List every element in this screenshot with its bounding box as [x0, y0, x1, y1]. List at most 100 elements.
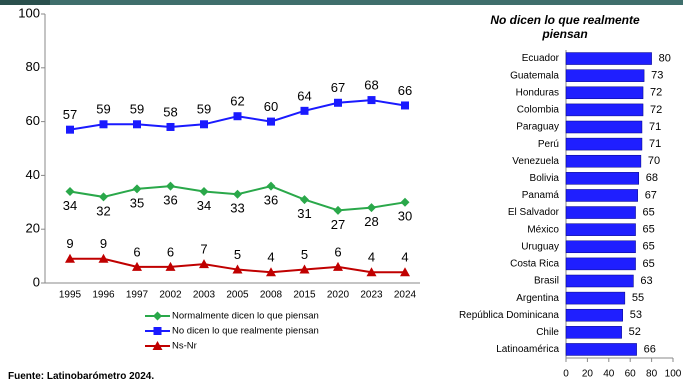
y-tick-label: Panamá — [522, 190, 560, 201]
marker — [300, 195, 309, 205]
data-label: 65 — [643, 241, 655, 253]
data-label: 55 — [632, 292, 644, 304]
data-label: 65 — [643, 206, 655, 218]
bar — [565, 154, 642, 168]
bar — [565, 223, 636, 236]
data-label: 52 — [629, 326, 641, 338]
data-label: 30 — [398, 209, 412, 224]
bar — [565, 86, 644, 100]
y-tick-label: Honduras — [516, 87, 559, 98]
bar — [565, 274, 634, 288]
marker — [334, 98, 342, 107]
data-label: 5 — [234, 247, 241, 262]
data-label: 32 — [96, 203, 110, 218]
data-label: 33 — [230, 201, 244, 216]
marker — [299, 264, 310, 274]
data-label: 4 — [267, 250, 274, 265]
data-label: 59 — [197, 102, 211, 117]
marker — [233, 112, 242, 121]
marker — [132, 184, 142, 194]
y-tick-label: Ecuador — [522, 53, 560, 64]
marker — [199, 259, 209, 269]
data-label: 9 — [66, 236, 73, 251]
data-label: 66 — [644, 343, 656, 355]
marker — [99, 120, 108, 129]
y-tick-label: Brasil — [534, 276, 559, 287]
data-label: 57 — [63, 107, 77, 122]
marker — [266, 267, 276, 277]
y-tick-label: Argentina — [516, 293, 559, 304]
legend-marker — [152, 341, 163, 350]
data-label: 59 — [130, 102, 144, 117]
y-tick-label: Venezuela — [512, 156, 559, 167]
y-tick-label: 80 — [26, 59, 40, 74]
x-tick-label: 2003 — [193, 290, 216, 301]
marker — [401, 101, 409, 110]
data-label: 4 — [368, 250, 375, 265]
data-label: 4 — [401, 250, 408, 265]
data-label: 65 — [643, 224, 655, 236]
data-label: 71 — [649, 121, 661, 133]
data-label: 35 — [130, 195, 144, 210]
marker — [132, 261, 142, 271]
y-tick-label: Costa Rica — [510, 259, 559, 270]
marker — [267, 117, 275, 126]
header-strip — [0, 0, 683, 5]
bar-chart-title: No dicen lo que realmente piensan — [490, 13, 640, 41]
x-tick-label: 60 — [625, 369, 637, 380]
data-label: 34 — [63, 198, 77, 213]
legend-marker — [153, 327, 162, 335]
data-label: 28 — [364, 214, 378, 229]
bar — [565, 257, 636, 271]
data-label: 72 — [650, 104, 662, 116]
marker — [366, 267, 377, 277]
data-label: 53 — [630, 309, 642, 321]
data-label: 6 — [133, 244, 140, 259]
marker — [99, 192, 108, 202]
y-tick-label: Uruguay — [521, 241, 559, 252]
data-label: 73 — [651, 70, 663, 82]
data-label: 62 — [230, 94, 244, 109]
data-label: 70 — [648, 155, 660, 167]
y-tick-label: México — [527, 224, 559, 235]
y-tick-label: Colombia — [517, 105, 560, 116]
x-tick-label: 2005 — [226, 290, 249, 301]
x-tick-label: 1996 — [92, 290, 115, 301]
x-tick-label: 2020 — [327, 290, 350, 301]
marker — [65, 187, 75, 197]
marker — [367, 203, 376, 213]
marker — [65, 253, 75, 263]
data-label: 63 — [640, 275, 652, 287]
legend-label: Ns-Nr — [172, 341, 197, 352]
y-tick-label: El Salvador — [508, 207, 560, 218]
marker — [300, 106, 309, 115]
data-label: 67 — [331, 80, 345, 95]
y-tick-label: 60 — [26, 113, 40, 128]
x-tick-label: 2015 — [293, 290, 316, 301]
bar — [565, 343, 637, 356]
data-label: 60 — [264, 99, 278, 114]
bar — [565, 189, 638, 202]
x-tick-label: 2024 — [394, 290, 417, 301]
legend-label: Normalmente dicen lo que piensan — [172, 311, 319, 322]
bar — [565, 308, 623, 322]
data-label: 59 — [96, 102, 110, 117]
marker — [98, 253, 109, 263]
marker — [133, 120, 141, 129]
legend-marker — [153, 311, 162, 321]
marker — [165, 261, 176, 271]
marker — [166, 122, 175, 131]
data-label: 9 — [100, 236, 107, 251]
source-note: Fuente: Latinobarómetro 2024. — [8, 371, 155, 382]
bar — [565, 172, 640, 185]
y-tick-label: 0 — [33, 274, 40, 289]
marker — [333, 205, 343, 215]
marker — [200, 120, 208, 129]
x-tick-label: 80 — [646, 369, 658, 380]
y-tick-label: 40 — [26, 167, 40, 182]
data-label: 31 — [297, 206, 311, 221]
data-label: 34 — [197, 198, 211, 213]
data-label: 64 — [297, 88, 311, 103]
